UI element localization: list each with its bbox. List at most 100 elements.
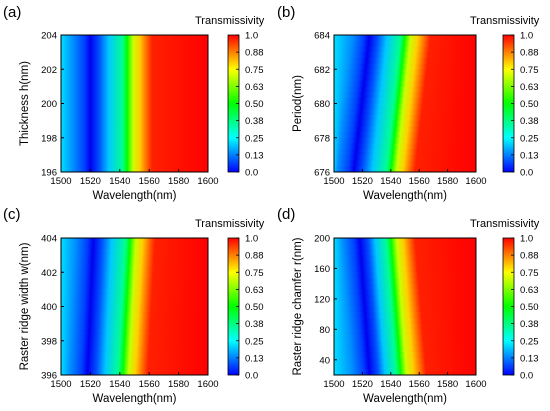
y-tick-label: 404 [41,234,57,245]
heatmap [61,35,208,172]
colorbar-title: Transmissivity [195,15,265,27]
colorbar-tick-label: 1.0 [520,234,533,245]
y-tick-label: 682 [314,65,330,76]
colorbar-title: Transmissivity [195,218,265,230]
y-tick-label: 80 [319,325,330,336]
y-tick-label: 200 [314,234,330,245]
panel-a: 1500 1520 1540 1560 1580 1600 196 198 200 202 204 W… [3,4,265,202]
x-tick-label: 1560 [409,379,430,390]
colorbar-tick-label: 0.63 [245,285,264,296]
colorbar-tick-label: 0.50 [520,302,539,313]
y-tick-label: 196 [41,168,57,179]
colorbar-tick-label: 0.75 [520,268,539,279]
panel-d: 1500 1520 1540 1560 1580 1600 40 80 120 160 200 Wav… [277,206,540,405]
colorbar-tick-label: 0.63 [520,82,539,93]
y-tick-label: 120 [314,294,330,305]
x-tick-label: 1500 [50,379,71,390]
x-tick-label: 1520 [352,379,373,390]
colorbar-tick-label: 0.38 [245,319,264,330]
colorbar-tick-label: 0.88 [245,251,264,262]
colorbar-tick-label: 0.25 [245,336,264,347]
y-tick-label: 676 [314,168,330,179]
colorbar-tick-label: 0.13 [245,353,264,364]
colorbar-tick-label: 0.13 [520,150,539,161]
panel-label: (d) [277,206,295,223]
panel-b: 1500 1520 1540 1560 1580 1600 676 678 680 682 684 W… [277,4,540,202]
colorbar-title: Transmissivity [470,218,540,230]
x-tick-label: 1600 [465,379,486,390]
x-tick-label: 1520 [80,379,101,390]
x-tick-label: 1600 [197,379,218,390]
x-tick-label: 1540 [109,176,130,187]
colorbar-tick-label: 0.75 [245,268,264,279]
x-tick-label: 1520 [80,176,101,187]
colorbar-tick-label: 0.13 [520,353,539,364]
heatmap [61,238,208,375]
y-tick-label: 40 [319,355,330,366]
y-tick-label: 198 [41,133,57,144]
y-axis-label: Raster ridge width w(nm) [19,242,31,370]
colorbar-tick-label: 0.50 [245,302,264,313]
x-axis-label: Wavelength(nm) [363,393,447,405]
colorbar-tick-label: 0.75 [520,65,539,76]
colorbar-tick-label: 0.25 [245,133,264,144]
colorbar-tick-label: 0.75 [245,65,264,76]
panel-label: (b) [277,4,295,21]
y-tick-label: 396 [41,371,57,382]
x-tick-label: 1540 [109,379,130,390]
colorbar-tick-label: 0.38 [520,116,539,127]
y-tick-label: 680 [314,99,330,110]
y-tick-label: 202 [41,65,57,76]
colorbar-tick-label: 1.0 [245,234,258,245]
colorbar-tick-label: 0.88 [520,48,539,59]
colorbar-tick-label: 0.0 [245,371,258,382]
colorbar-tick-label: 0.50 [245,99,264,110]
panel-label: (c) [3,206,21,223]
y-tick-label: 684 [314,31,330,42]
x-tick-label: 1580 [437,176,458,187]
colorbar-tick-label: 0.25 [520,133,539,144]
heatmap [334,238,476,375]
x-axis-label: Wavelength(nm) [363,190,447,202]
x-tick-label: 1540 [380,176,401,187]
x-tick-label: 1560 [139,176,160,187]
colorbar-tick-label: 0.88 [245,48,264,59]
x-tick-label: 1540 [380,379,401,390]
x-tick-label: 1600 [465,176,486,187]
x-tick-label: 1560 [139,379,160,390]
plot-frame [333,237,477,376]
y-tick-label: 204 [41,31,57,42]
x-tick-label: 1560 [409,176,430,187]
y-tick-label: 200 [41,99,57,110]
y-tick-label: 160 [314,264,330,275]
colorbar-tick-label: 0.63 [520,285,539,296]
colorbar-tick-label: 0.0 [520,371,533,382]
colorbar-tick-label: 0.38 [520,319,539,330]
x-tick-label: 1580 [168,379,189,390]
colorbar-title: Transmissivity [470,15,540,27]
colorbar-tick-label: 0.50 [520,99,539,110]
colorbar-tick-label: 1.0 [245,31,258,42]
colorbar-tick-label: 0.13 [245,150,264,161]
y-tick-label: 400 [41,302,57,313]
heatmap [334,35,476,172]
colorbar-tick-label: 0.38 [245,116,264,127]
x-tick-label: 1580 [437,379,458,390]
y-axis-label: Thickness h(nm) [19,61,31,146]
y-axis-label: Period(nm) [292,75,304,132]
colorbar-tick-label: 1.0 [520,31,533,42]
panel-label: (a) [3,4,21,21]
colorbar-tick-label: 0.0 [245,168,258,179]
x-axis-label: Wavelength(nm) [93,393,177,405]
x-tick-label: 1500 [323,379,344,390]
y-tick-label: 678 [314,133,330,144]
x-axis-label: Wavelength(nm) [93,190,177,202]
colorbar-tick-label: 0.0 [520,168,533,179]
x-tick-label: 1500 [50,176,71,187]
y-tick-label: 398 [41,336,57,347]
x-tick-label: 1600 [197,176,218,187]
colorbar-tick-label: 0.88 [520,251,539,262]
y-tick-label: 402 [41,268,57,279]
x-tick-label: 1580 [168,176,189,187]
